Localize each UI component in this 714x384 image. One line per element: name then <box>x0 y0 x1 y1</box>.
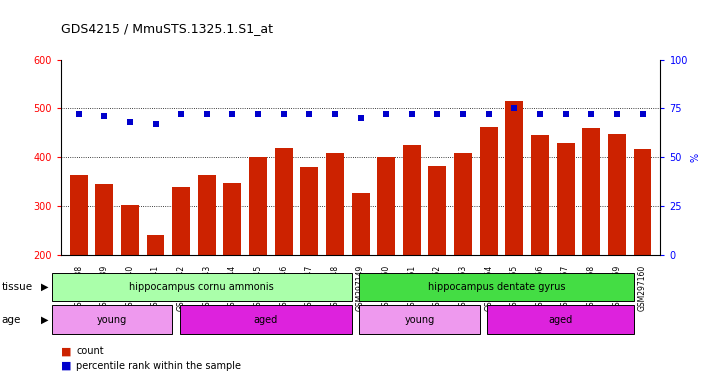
Bar <box>301 167 318 255</box>
Point <box>560 111 571 118</box>
Bar <box>377 157 395 255</box>
Bar <box>223 183 241 255</box>
Point <box>124 119 136 125</box>
Bar <box>198 175 216 255</box>
Text: ■: ■ <box>61 346 71 356</box>
Text: GDS4215 / MmuSTS.1325.1.S1_at: GDS4215 / MmuSTS.1325.1.S1_at <box>61 22 273 35</box>
Bar <box>326 152 344 255</box>
Point <box>534 111 545 118</box>
Bar <box>531 136 549 255</box>
Point <box>458 111 469 118</box>
Point <box>432 111 443 118</box>
Point <box>611 111 623 118</box>
Text: count: count <box>76 346 104 356</box>
Bar <box>557 143 575 255</box>
Text: ▶: ▶ <box>41 282 49 292</box>
Bar <box>275 147 293 255</box>
Point <box>406 111 418 118</box>
Text: ■: ■ <box>61 361 71 371</box>
Bar <box>454 152 472 255</box>
Text: hippocampus cornu ammonis: hippocampus cornu ammonis <box>129 282 274 292</box>
Point <box>483 111 494 118</box>
Text: percentile rank within the sample: percentile rank within the sample <box>76 361 241 371</box>
Text: ▶: ▶ <box>41 314 49 325</box>
Bar <box>121 205 139 255</box>
Text: age: age <box>1 314 21 325</box>
Y-axis label: %: % <box>690 153 700 162</box>
Point <box>99 113 110 119</box>
Text: aged: aged <box>253 314 278 325</box>
Bar <box>480 127 498 255</box>
Bar <box>249 157 267 255</box>
Bar <box>351 193 370 255</box>
Point <box>73 111 84 118</box>
Text: aged: aged <box>548 314 573 325</box>
Point <box>176 111 187 118</box>
Point <box>329 111 341 118</box>
Bar <box>506 101 523 255</box>
Point <box>381 111 392 118</box>
Point <box>252 111 263 118</box>
Point <box>150 121 161 127</box>
Bar <box>633 149 651 255</box>
Point <box>508 105 520 111</box>
Bar <box>583 128 600 255</box>
Bar <box>146 235 164 255</box>
Bar <box>70 175 88 255</box>
Point <box>201 111 213 118</box>
Bar <box>403 145 421 255</box>
Point <box>278 111 289 118</box>
Text: young: young <box>97 314 127 325</box>
Bar <box>428 166 446 255</box>
Bar <box>95 184 114 255</box>
Point <box>355 115 366 121</box>
Point <box>637 111 648 118</box>
Text: young: young <box>404 314 435 325</box>
Point <box>227 111 238 118</box>
Point <box>303 111 315 118</box>
Point <box>585 111 597 118</box>
Text: tissue: tissue <box>1 282 33 292</box>
Text: hippocampus dentate gyrus: hippocampus dentate gyrus <box>428 282 565 292</box>
Bar <box>172 187 190 255</box>
Bar <box>608 134 626 255</box>
